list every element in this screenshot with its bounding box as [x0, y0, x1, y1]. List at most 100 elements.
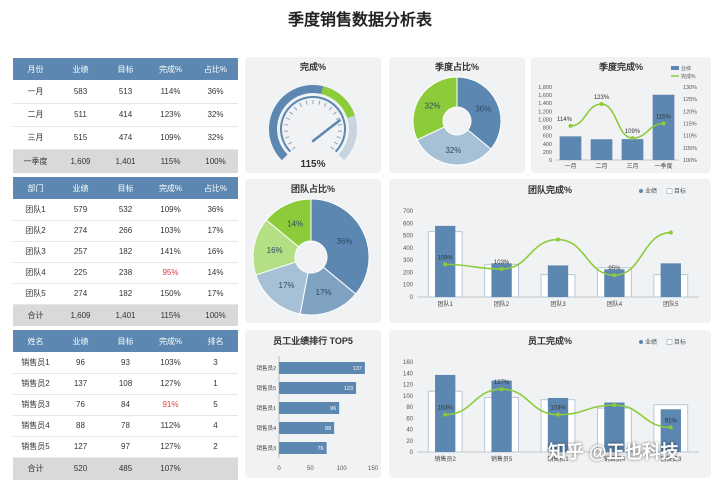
quarter-pie-panel: 季度占比% 36% 32% 32%: [389, 57, 525, 173]
table-cell: 182: [103, 283, 148, 305]
table-cell: 17%: [193, 283, 238, 305]
top5-chart: 员工业绩排行 TOP5 销售员2 137 销售员5 123 销售员1 96 销售员4 88 销售…: [256, 335, 379, 472]
y-tick-label: 0: [549, 158, 552, 164]
table-cell: 583: [58, 80, 103, 104]
header-cell: 完成%: [148, 177, 193, 199]
table-cell: 100%: [193, 149, 238, 173]
y-tick-label: 700: [403, 209, 414, 215]
y-tick-label: 400: [403, 246, 414, 252]
table-cell: 474: [103, 126, 148, 150]
gauge-needle: [311, 119, 341, 143]
y-tick-label: 1,800: [538, 85, 552, 91]
gauge-tick: [289, 111, 294, 115]
gauge-panel: 完成% 115%: [245, 57, 381, 173]
table-cell: 274: [58, 283, 103, 305]
y-tick-label: 800: [543, 126, 552, 132]
legend-label: 完成%: [681, 73, 696, 80]
completion-point: [499, 387, 504, 392]
bar: [279, 362, 365, 374]
table-cell: 三月: [13, 126, 58, 150]
y-tick-label: 100: [403, 394, 414, 400]
table-cell: 100%: [193, 304, 238, 326]
header-cell: 业绩: [58, 330, 103, 352]
gauge-inner-ring: [280, 96, 346, 153]
table-cell: 520: [58, 457, 103, 480]
legend-swatch-target: [666, 188, 673, 194]
y2-tick-label: 125%: [683, 97, 697, 103]
bar: [559, 136, 582, 160]
completion-label: 114%: [557, 117, 573, 123]
table-cell: 销售员4: [13, 415, 58, 437]
x-tick-label: 销售员3: [660, 455, 682, 463]
table-cell: 二月: [13, 103, 58, 127]
gauge-tick: [335, 117, 340, 120]
table-cell: 团队1: [13, 199, 58, 221]
pie-slice: [416, 126, 492, 166]
value-bar: [491, 263, 512, 297]
team-completion-chart: 团队完成% 0 100 200 300 400 500 600 700 团队1 团队2 团队3 团队4…: [403, 184, 699, 308]
value-bar: [604, 269, 625, 297]
pie-slice: [412, 76, 458, 141]
y2-tick-label: 120%: [683, 109, 697, 115]
completion-label: 109%: [438, 255, 454, 261]
y2-tick-label: 130%: [683, 85, 697, 91]
table-cell: 团队4: [13, 262, 58, 284]
x-tick-label: 团队4: [607, 300, 623, 308]
chart-title: 团队完成%: [528, 184, 572, 195]
table-cell: 1,609: [58, 304, 103, 326]
bar: [621, 139, 644, 160]
table-cell: 1,401: [103, 149, 148, 173]
header-cell: 业绩: [58, 177, 103, 199]
y-tick-label: 200: [543, 150, 552, 156]
table-cell: 76: [58, 394, 103, 416]
pie-slice: [456, 76, 502, 150]
gauge-tick: [330, 146, 334, 150]
table-cell: 84: [103, 394, 148, 416]
y-tick-label: 600: [403, 221, 414, 227]
completion-label: 91%: [665, 418, 678, 424]
table-cell: 合计: [13, 304, 58, 326]
value-bar: [660, 409, 681, 452]
gauge-tick: [286, 117, 291, 120]
pie-slice: [265, 198, 312, 248]
gauge-tick: [305, 100, 308, 105]
gauge-tick: [337, 123, 342, 126]
gauge-tick: [299, 102, 303, 107]
table-cell: 团队3: [13, 241, 58, 263]
table-cell: 127%: [148, 436, 193, 458]
table-cell: 150%: [148, 283, 193, 305]
table-cell: 238: [103, 262, 148, 284]
bar: [652, 94, 675, 160]
y-tick-label: 500: [403, 234, 414, 240]
value-bar: [547, 265, 569, 297]
y-tick-label: 100: [403, 283, 414, 289]
team-table: 部门 业绩 目标 完成% 占比% 团队1 579 532 109% 36% 团队…: [13, 177, 238, 326]
completion-label: 103%: [494, 260, 510, 266]
table-cell: 95%: [148, 262, 193, 284]
legend-label: 目标: [674, 338, 686, 346]
pie-label: 17%: [279, 281, 295, 290]
x-tick-label: 50: [307, 466, 314, 472]
completion-label: 123%: [594, 95, 610, 101]
table-cell: 141%: [148, 241, 193, 263]
table-cell: 123%: [148, 103, 193, 127]
bar-value-label: 137: [353, 366, 362, 372]
table-cell: 137: [58, 373, 103, 395]
pie-label: 17%: [316, 288, 332, 297]
table-cell: 一月: [13, 80, 58, 104]
y-tick-label: 20: [406, 439, 413, 445]
gauge-tick: [323, 102, 327, 107]
completion-label: 103%: [438, 406, 454, 412]
completion-label: 95%: [608, 266, 621, 272]
gauge-tick: [336, 136, 341, 139]
x-tick-label: 150: [368, 466, 379, 472]
table-cell: 5: [193, 394, 238, 416]
table-row: 团队5 274 182 150% 17%: [13, 283, 238, 305]
y-tick-label: 600: [543, 134, 552, 140]
table-cell: 107%: [148, 457, 193, 480]
y-tick-label: 40: [406, 428, 413, 434]
header-cell: 姓名: [13, 330, 58, 352]
header-cell: 占比%: [193, 177, 238, 199]
x-tick-label: 团队2: [494, 300, 510, 308]
completion-point: [443, 262, 448, 267]
